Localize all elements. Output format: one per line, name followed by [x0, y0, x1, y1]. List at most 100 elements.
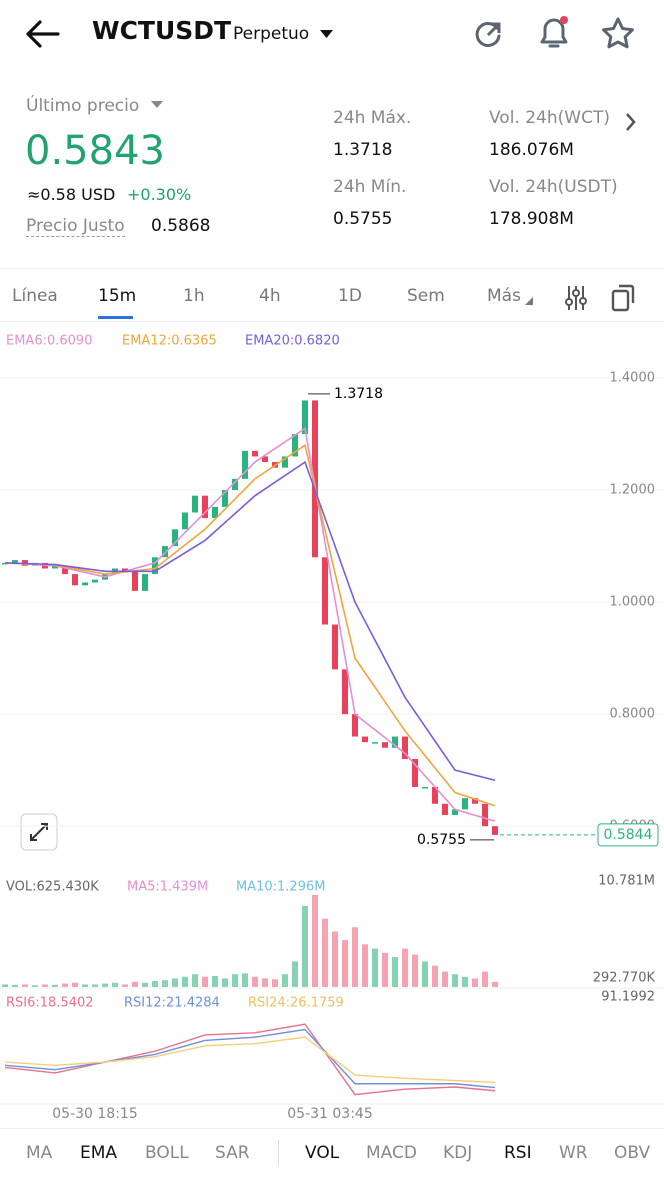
caret [525, 297, 533, 305]
volume-bar [52, 984, 58, 987]
volume-bar [242, 973, 248, 987]
favorite-icon[interactable] [600, 16, 636, 52]
y-tick-label: 1.4000 [610, 371, 656, 386]
settings-icon[interactable] [563, 284, 589, 312]
candle [142, 574, 148, 591]
high-label: 1.3718 [334, 386, 383, 402]
volume-bar [452, 974, 458, 987]
candle [232, 478, 238, 491]
fair-price-label: Precio Justo [26, 216, 125, 237]
last-price: 0.5843 [25, 128, 165, 174]
tab[interactable]: 4h [259, 286, 281, 306]
volume-bar [302, 905, 308, 987]
legend-ema20: EMA20:0.6820 [245, 334, 340, 349]
rsi-line [4, 1036, 496, 1084]
current-price-box [597, 823, 659, 847]
volume-bar [32, 985, 38, 987]
volume-bar [92, 984, 98, 987]
vol-base: 186.076M [489, 140, 574, 160]
candle [312, 400, 318, 558]
candle [252, 450, 258, 457]
candle [402, 736, 408, 759]
indicator-tab-active[interactable]: EMA [80, 1143, 118, 1163]
contract-type[interactable]: Perpetuo [233, 24, 310, 44]
legend-ma5: MA5:1.439M [127, 880, 208, 895]
copy-icon[interactable] [610, 283, 638, 313]
volume-bar [172, 978, 178, 987]
usd-price: ≈0.58 USD [27, 185, 116, 204]
ema-line [4, 460, 496, 782]
divider [0, 321, 664, 322]
rsi-line [4, 1028, 496, 1089]
vol-quote-label: Vol. 24h(USDT) [489, 177, 618, 197]
vol-quote: 178.908M [489, 209, 574, 229]
indicator-tab-active[interactable]: VOL [305, 1143, 340, 1163]
tab[interactable]: 1h [183, 286, 205, 306]
volume-bar [142, 982, 148, 987]
indicator-tab[interactable]: WR [559, 1143, 588, 1163]
low-label: 0.5755 [417, 832, 466, 848]
candle [182, 512, 188, 530]
more-arrow[interactable] [624, 112, 638, 132]
candle [12, 560, 18, 563]
candle [332, 624, 338, 670]
indicator-tab[interactable]: MA [26, 1143, 53, 1163]
candle [342, 669, 348, 715]
volume-bar [432, 965, 438, 987]
candle [322, 557, 328, 625]
volume-bar [482, 971, 488, 987]
volume-bar [12, 984, 18, 987]
divider [0, 268, 664, 269]
time-label: 05-31 03:45 [287, 1106, 372, 1122]
volume-bar [262, 978, 268, 987]
volume-bar [392, 957, 398, 987]
indicator-tab[interactable]: OBV [614, 1143, 651, 1163]
candle [242, 450, 248, 479]
volume-bar [152, 981, 158, 987]
indicator-tab[interactable]: SAR [215, 1143, 250, 1163]
candle [372, 742, 378, 744]
tab[interactable]: Línea [12, 286, 58, 306]
share-icon[interactable] [470, 16, 506, 52]
candle [432, 786, 438, 804]
volume-bar [462, 976, 468, 987]
indicator-tab[interactable]: MACD [366, 1143, 417, 1163]
indicator-tab[interactable]: KDJ [443, 1143, 473, 1163]
volume-bar [72, 982, 78, 987]
vol-base-label: Vol. 24h(WCT) [489, 108, 610, 128]
back-button[interactable] [22, 18, 62, 50]
high-label: 24h Máx. [333, 108, 412, 128]
tab[interactable]: Sem [407, 286, 445, 306]
chart-area: EMA6:0.6090 EMA12:0.6365 EMA20:0.6820 VO… [0, 334, 664, 1122]
current-price: 0.5844 [604, 827, 653, 843]
candle [442, 803, 448, 815]
tab[interactable]: 1D [338, 286, 362, 306]
tab-active[interactable]: 15m [98, 286, 137, 306]
y-tick-label: 0.8000 [610, 707, 656, 722]
tab[interactable]: Más [487, 286, 521, 306]
volume-bar [272, 979, 278, 987]
tab-underline [98, 316, 133, 319]
indicator-tab-active[interactable]: RSI [504, 1143, 532, 1163]
vol-axis-label: 292.770K [593, 971, 656, 986]
volume-bar [282, 974, 288, 987]
volume-bar [232, 974, 238, 987]
divider [0, 1128, 664, 1129]
candle [392, 736, 398, 748]
candle [482, 803, 488, 827]
indicator-tab[interactable]: BOLL [145, 1143, 189, 1163]
caret [151, 101, 163, 108]
volume-bar [422, 961, 428, 987]
volume-bar [402, 948, 408, 987]
alert-icon[interactable] [536, 14, 572, 52]
volume-bar [442, 971, 448, 987]
candle [72, 574, 78, 586]
time-label: 05-30 18:15 [52, 1106, 137, 1122]
candle [472, 798, 478, 804]
candle [492, 826, 498, 835]
volume-bar [82, 984, 88, 987]
candle [222, 490, 228, 507]
candle [122, 568, 128, 572]
ema-line [4, 427, 496, 822]
volume-bar [122, 984, 128, 987]
